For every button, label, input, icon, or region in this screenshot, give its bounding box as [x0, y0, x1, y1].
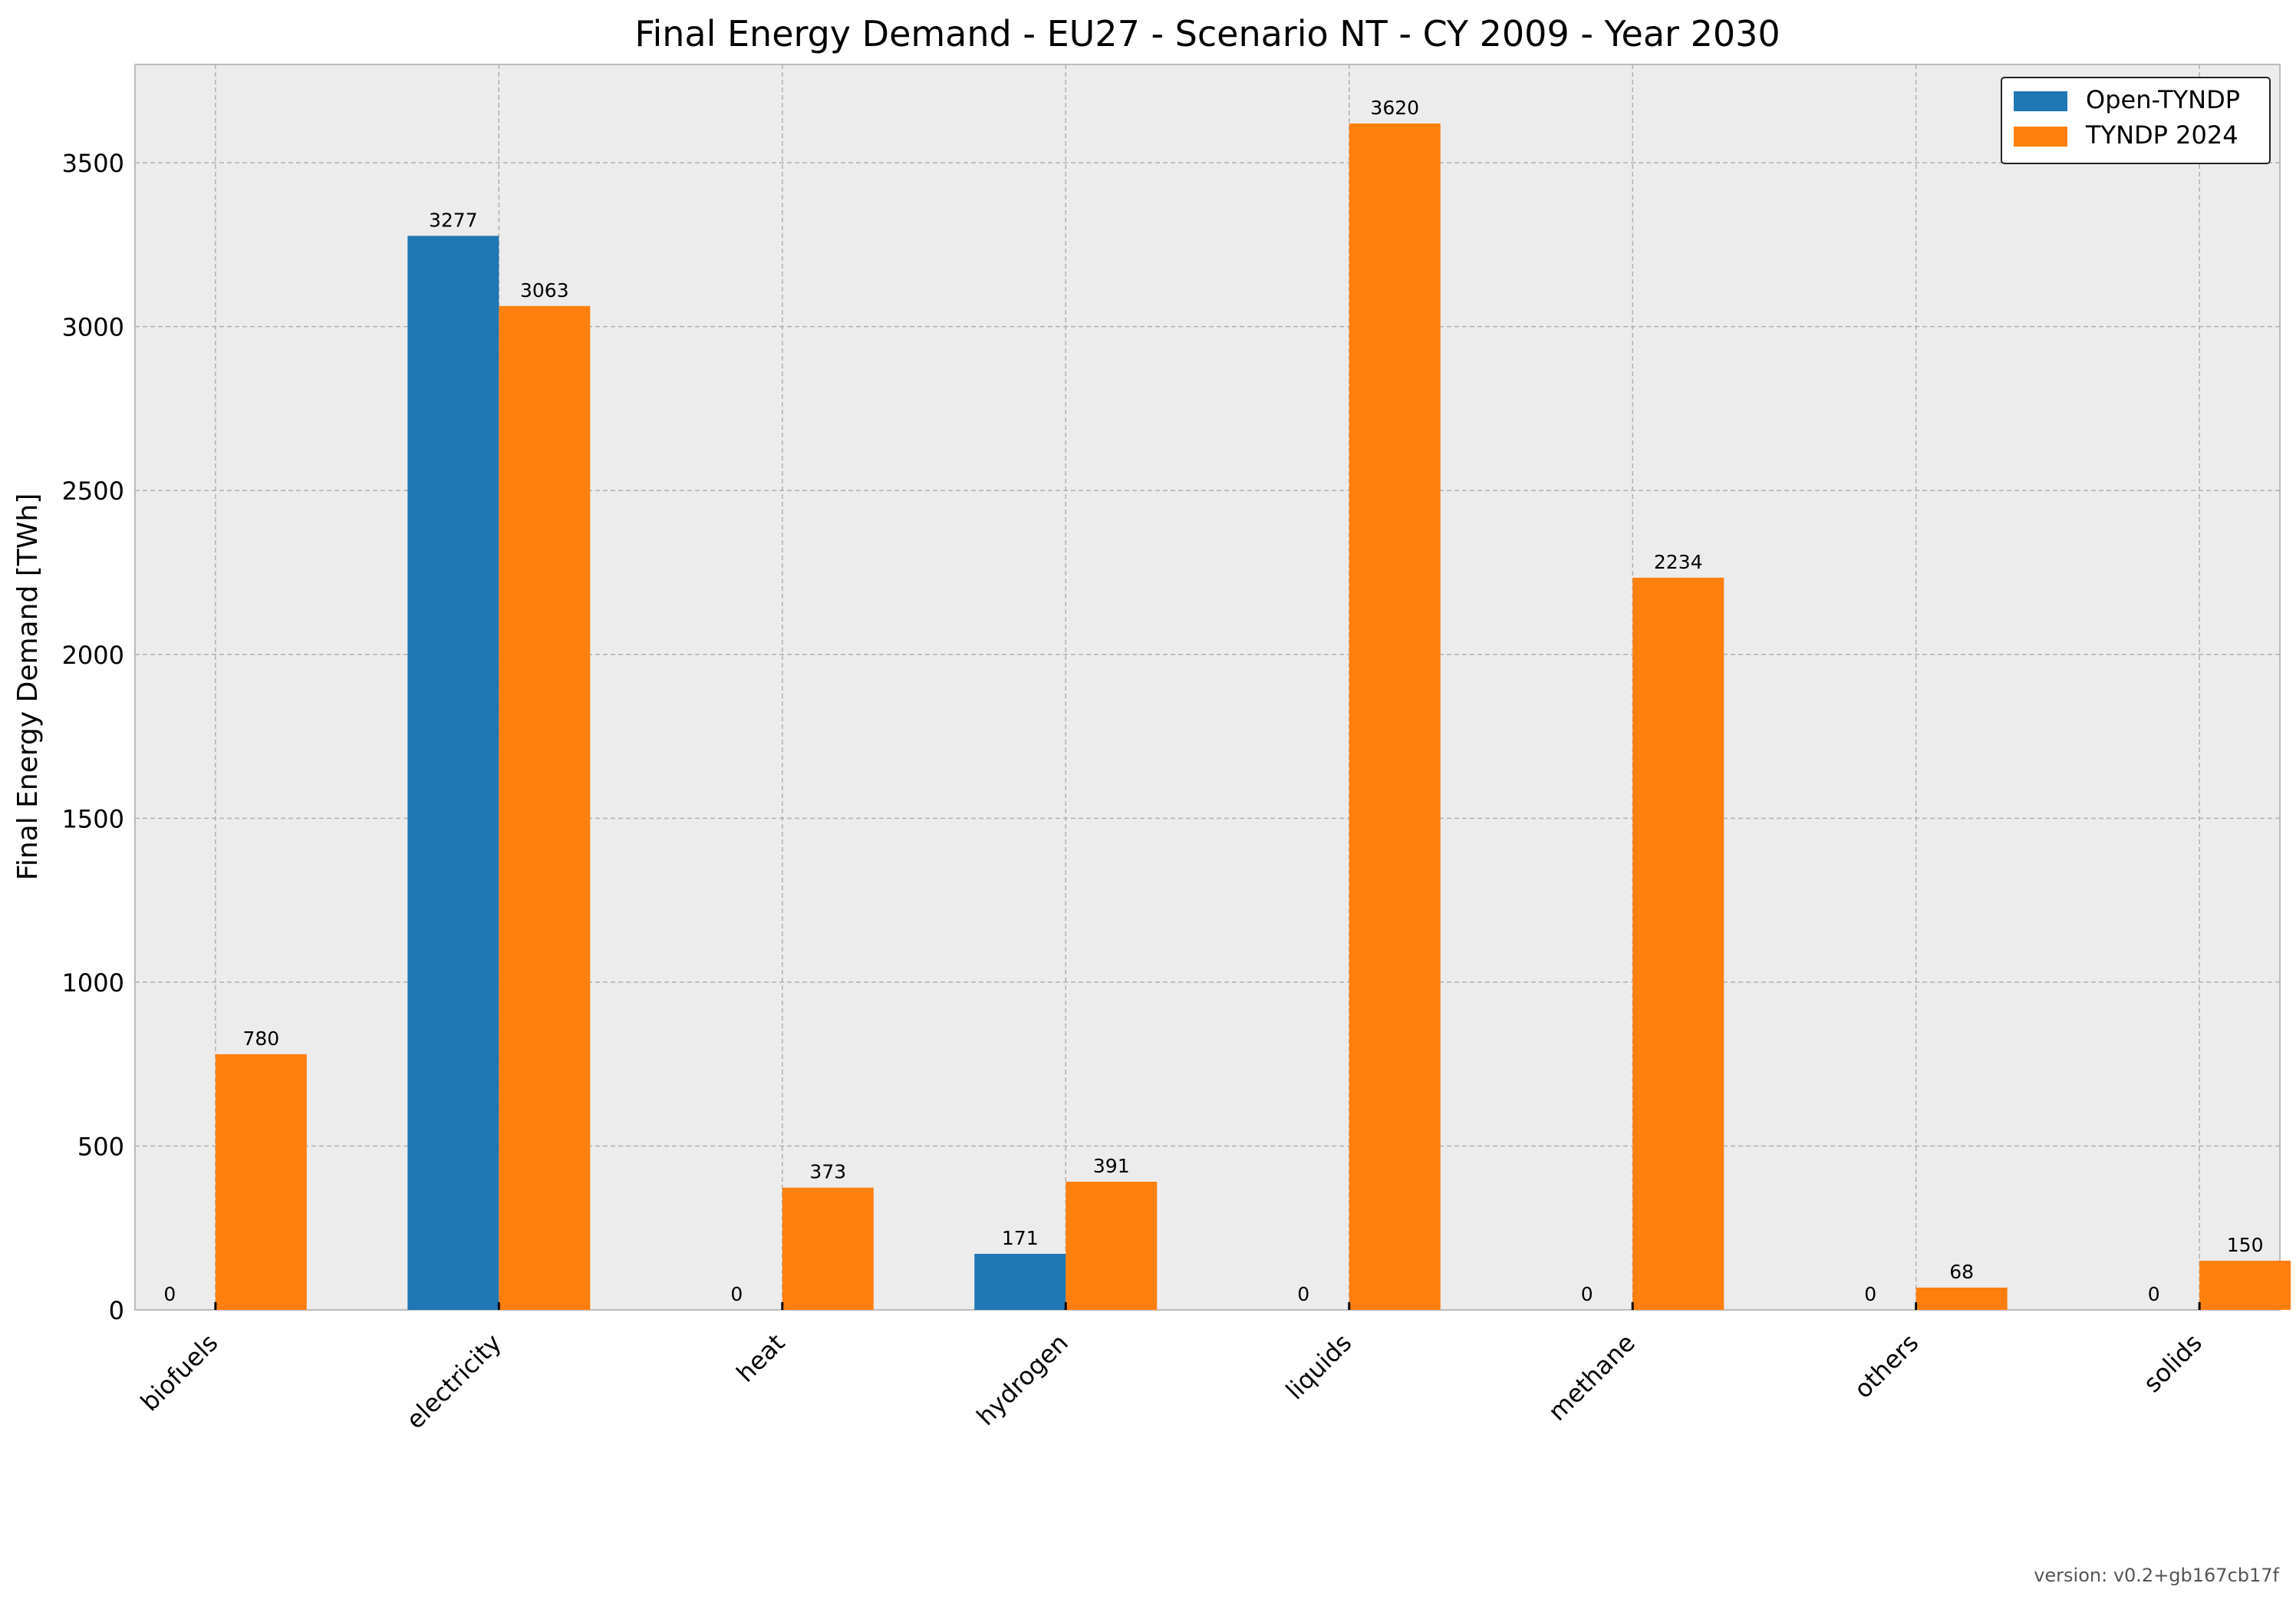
bar-tyndp-2024-liquids — [1349, 123, 1441, 1311]
data-label: 780 — [242, 1027, 279, 1050]
bar-tyndp-2024-solids — [2199, 1260, 2291, 1310]
data-label: 2234 — [1654, 551, 1703, 573]
data-label: 171 — [1002, 1227, 1039, 1249]
data-label: 3277 — [429, 209, 478, 231]
bar-tyndp-2024-electricity — [499, 305, 591, 1310]
legend-label: Open-TYNDP — [2086, 85, 2240, 114]
bar-tyndp-2024-hydrogen — [1066, 1182, 1158, 1310]
data-label: 3063 — [520, 279, 569, 302]
x-axis: biofuels electricity heat hydrogen liquids me… — [135, 1302, 2208, 1435]
y-tick-label: 2000 — [62, 641, 124, 670]
y-axis-title: Final Energy Demand [TWh] — [12, 493, 44, 881]
y-axis: 0 500 1000 1500 2000 2500 3000 3500 — [62, 149, 124, 1325]
bar-open-tyndp-electricity — [407, 236, 499, 1311]
x-tick-label: solids — [2138, 1328, 2208, 1398]
data-label: 0 — [1297, 1283, 1309, 1305]
x-tick-label: liquids — [1280, 1328, 1358, 1406]
y-tick-label: 1500 — [62, 804, 124, 833]
y-tick-label: 500 — [77, 1132, 124, 1161]
bar-tyndp-2024-heat — [782, 1187, 874, 1310]
y-tick-label: 3500 — [62, 149, 124, 178]
y-tick-label: 0 — [109, 1296, 124, 1325]
bar-tyndp-2024-biofuels — [215, 1054, 307, 1310]
legend-box — [2001, 77, 2271, 164]
y-tick-label: 1000 — [62, 968, 124, 998]
x-tick-label: electricity — [400, 1328, 507, 1435]
bar-tyndp-2024-methane — [1632, 577, 1724, 1310]
bars — [215, 123, 2291, 1311]
data-label: 3620 — [1370, 97, 1419, 119]
y-tick-label: 3000 — [62, 313, 124, 342]
legend-swatch — [2014, 127, 2067, 147]
version-label: version: v0.2+gb167cb17f — [2034, 1565, 2279, 1586]
data-label: 150 — [2227, 1234, 2264, 1256]
data-label: 391 — [1093, 1155, 1130, 1177]
data-label: 0 — [730, 1283, 743, 1305]
data-label: 0 — [1864, 1283, 1876, 1305]
y-tick-label: 2500 — [62, 477, 124, 506]
data-label: 373 — [809, 1161, 846, 1183]
x-tick-label: biofuels — [135, 1328, 224, 1417]
data-label: 0 — [1581, 1283, 1593, 1305]
legend-label: TYNDP 2024 — [2085, 120, 2238, 150]
x-tick-label: others — [1848, 1328, 1924, 1404]
bar-open-tyndp-hydrogen — [974, 1253, 1066, 1310]
x-tick-label: heat — [731, 1328, 791, 1388]
bar-tyndp-2024-others — [1916, 1287, 2008, 1310]
data-label: 68 — [1949, 1261, 1974, 1283]
data-label: 0 — [2148, 1283, 2160, 1305]
x-tick-label: methane — [1543, 1328, 1641, 1427]
chart-title: Final Energy Demand - EU27 - Scenario NT… — [634, 13, 1780, 54]
legend: Open-TYNDP TYNDP 2024 — [2001, 77, 2271, 164]
data-labels: 0 3277 0 171 0 0 0 0 780 3063 373 391 3620 2234 68 150 — [163, 97, 2263, 1305]
legend-swatch — [2014, 91, 2067, 111]
data-label: 0 — [163, 1283, 176, 1305]
x-tick-label: hydrogen — [971, 1328, 1074, 1431]
